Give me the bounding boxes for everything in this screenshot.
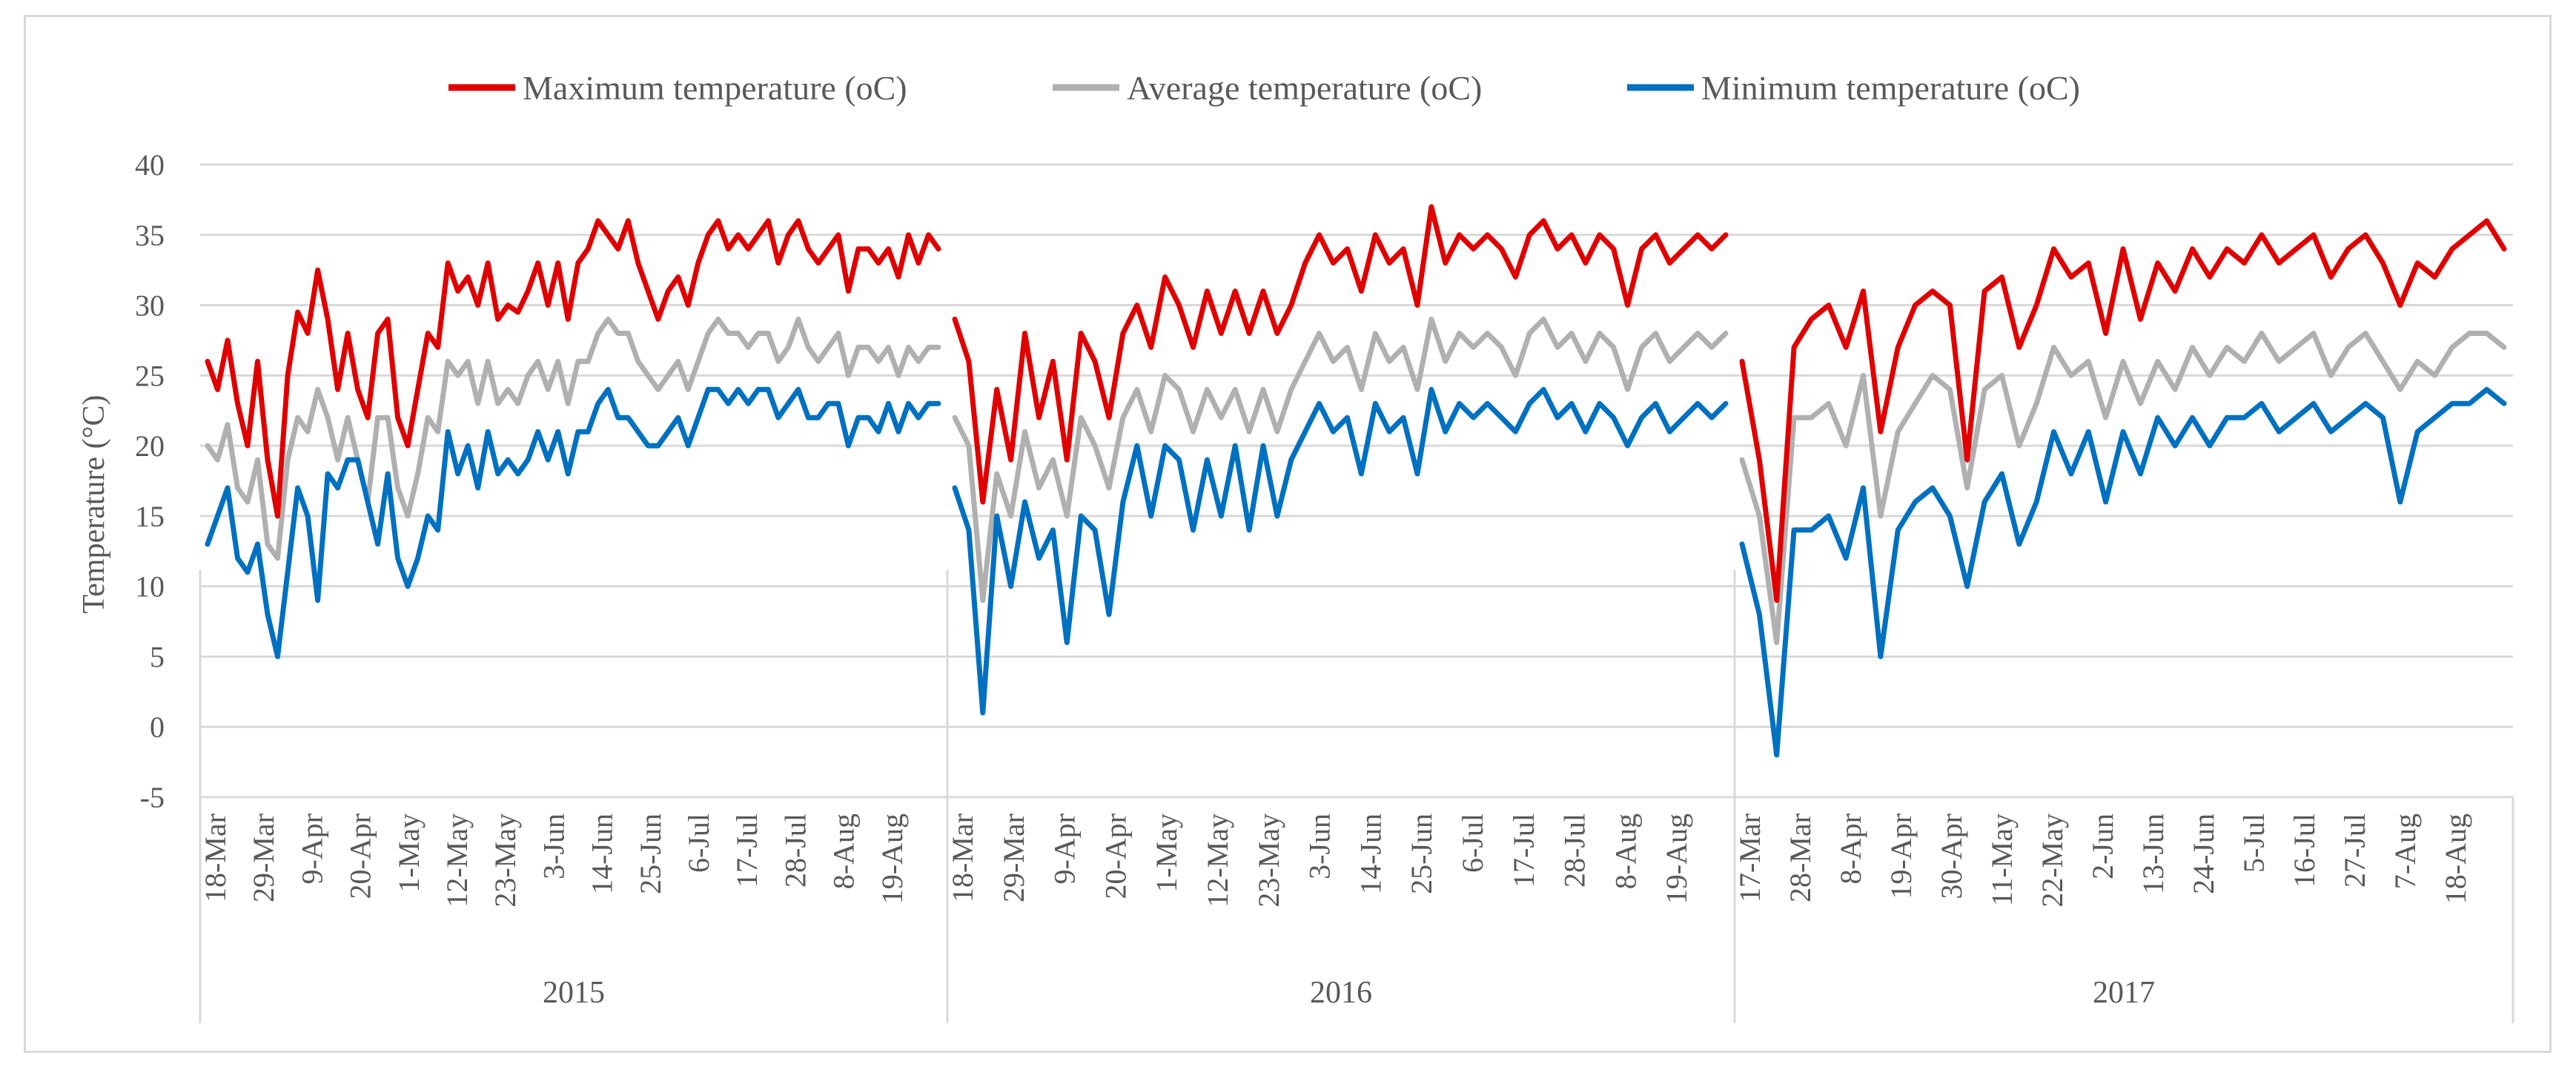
y-tick-label: 0 <box>150 710 165 744</box>
x-tick-label: 14-Jun <box>1354 813 1387 894</box>
x-tick-label: 6-Jul <box>1456 813 1489 873</box>
chart-frame <box>24 15 2552 1053</box>
series-line-min-2015 <box>205 386 941 659</box>
x-tick-label: 9-Apr <box>295 813 328 885</box>
x-tick-label: 11-May <box>1985 813 2019 906</box>
x-tick-label: 22-May <box>2036 813 2069 908</box>
x-tick-label: 23-May <box>489 813 522 908</box>
x-tick-label: 23-May <box>1252 813 1285 908</box>
series-line-min-2017 <box>1739 386 2507 758</box>
series-line-avg-2015 <box>205 317 941 561</box>
series-line-min-2016 <box>952 386 1729 716</box>
x-tick-label: 25-Jun <box>1405 813 1438 894</box>
series-line-avg-2016 <box>952 317 1729 604</box>
x-tick-label: 14-Jun <box>586 813 619 894</box>
x-tick-label: 12-May <box>1201 813 1234 908</box>
x-tick-label: 7-Aug <box>2388 813 2422 889</box>
x-tick-label: 24-Jun <box>2187 813 2220 894</box>
x-tick-label: 18-Mar <box>946 813 979 902</box>
x-tick-label: 1-May <box>392 813 426 893</box>
gridlines <box>200 163 2513 799</box>
series-lines <box>205 204 2507 758</box>
series-line-max-2015 <box>205 218 941 519</box>
x-tick-label: 8-Aug <box>827 813 861 889</box>
y-tick-label: -5 <box>140 781 165 814</box>
series-line-max-2017 <box>1739 218 2507 604</box>
y-tick-label: 15 <box>135 500 165 533</box>
x-tick-label: 18-Aug <box>2439 813 2472 904</box>
y-tick-label: 40 <box>135 148 165 182</box>
series-line-avg-2017 <box>1739 331 2507 645</box>
x-tick-label: 29-Mar <box>997 813 1030 902</box>
legend-label-min: Minimum temperature (oC) <box>1701 69 2080 107</box>
x-tick-label: 29-Mar <box>247 813 280 902</box>
x-tick-label: 17-Mar <box>1733 813 1767 902</box>
x-tick-label: 16-Jul <box>2288 813 2321 888</box>
y-tick-label: 20 <box>135 429 165 463</box>
y-tick-label: 5 <box>150 640 165 673</box>
x-tick-label: 6-Jul <box>682 813 715 873</box>
legend-label-max: Maximum temperature (oC) <box>523 69 907 107</box>
y-axis-label: Temperature (°C) <box>77 395 111 614</box>
x-tick-label: 28-Jul <box>778 813 812 888</box>
x-tick-label: 20-Apr <box>344 813 377 899</box>
y-tick-label: 35 <box>135 219 165 252</box>
x-tick-label: 5-Jul <box>2237 813 2271 873</box>
x-tick-label: 19-Apr <box>1884 813 1918 899</box>
x-tick-label: 25-Jun <box>634 813 667 894</box>
series-line-max-2016 <box>952 204 1729 505</box>
x-tick-label: 19-Aug <box>875 813 909 904</box>
y-tick-label: 30 <box>135 289 165 323</box>
y-tick-label: 10 <box>135 570 165 604</box>
x-tick-label: 18-Mar <box>199 813 232 902</box>
x-tick-label: 8-Aug <box>1609 813 1642 889</box>
x-tick-label: 28-Jul <box>1558 813 1592 888</box>
x-tick-label: 2-Jun <box>2086 813 2119 879</box>
x-tick-label: 3-Jun <box>1303 813 1337 879</box>
year-label: 2016 <box>1310 976 1372 1010</box>
year-label: 2015 <box>543 976 605 1010</box>
x-tick-label: 17-Jul <box>730 813 764 888</box>
x-tick-label: 28-Mar <box>1784 813 1817 902</box>
x-tick-label: 30-Apr <box>1935 813 1968 899</box>
y-tick-label: 25 <box>135 359 165 392</box>
x-tick-label: 12-May <box>440 813 474 908</box>
legend: Maximum temperature (oC) Average temperat… <box>448 69 2080 107</box>
year-label: 2017 <box>2093 976 2155 1010</box>
x-tick-label: 3-Jun <box>537 813 570 879</box>
legend-label-avg: Average temperature (oC) <box>1127 69 1482 107</box>
x-tick-label: 17-Jul <box>1507 813 1540 888</box>
x-tick-label: 9-Apr <box>1048 813 1082 885</box>
x-tick-label: 1-May <box>1150 813 1183 893</box>
x-tick-label: 27-Jul <box>2338 813 2371 888</box>
x-tick-label: 8-Apr <box>1834 813 1867 885</box>
x-tick-label: 20-Apr <box>1099 813 1132 899</box>
x-tick-label: 19-Aug <box>1660 813 1693 904</box>
x-tick-label: 13-Jun <box>2136 813 2170 894</box>
